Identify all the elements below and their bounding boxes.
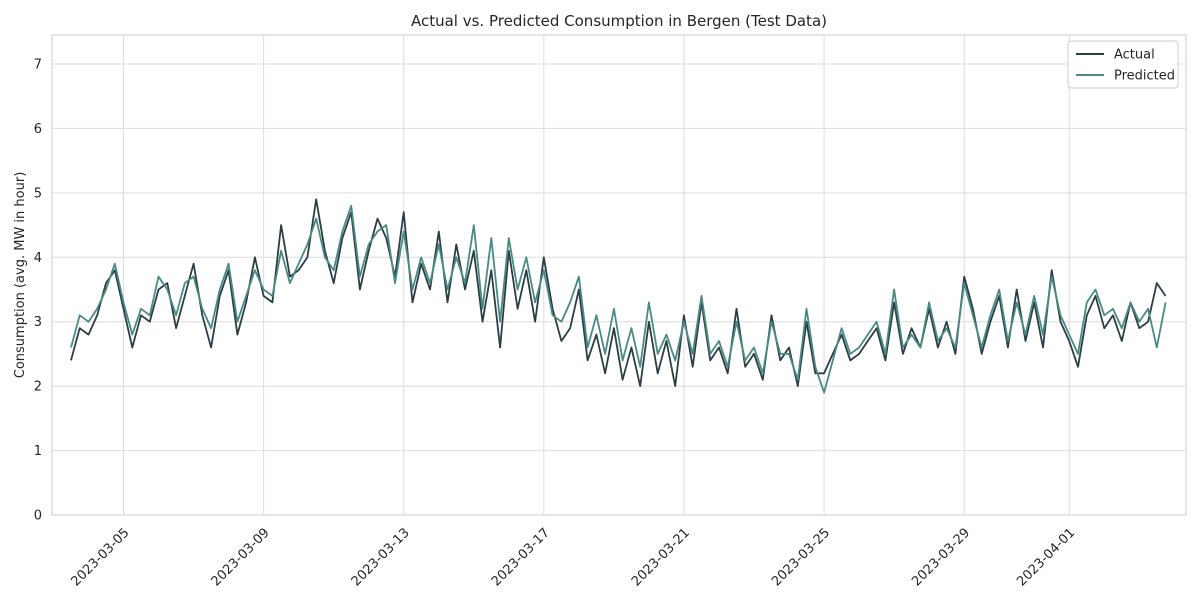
y-tick-label: 2 — [34, 380, 42, 395]
y-tick-label: 6 — [34, 122, 42, 137]
y-tick-label: 3 — [34, 315, 42, 330]
legend-box — [1067, 40, 1179, 89]
y-tick-label: 5 — [34, 186, 42, 201]
legend-label-predicted: Predicted — [1114, 69, 1175, 84]
legend: Actual Predicted — [1067, 40, 1179, 89]
grid-lines — [52, 35, 1186, 516]
plot-frame — [51, 34, 1187, 516]
y-axis: 0 1 2 3 4 5 6 7 — [34, 57, 42, 523]
y-axis-title: Consumption (avg. MW in hour) — [13, 172, 28, 379]
y-tick-label: 7 — [34, 57, 42, 72]
legend-label-actual: Actual — [1114, 48, 1155, 63]
series-line-actual — [70, 198, 1167, 388]
y-tick-label: 1 — [34, 444, 42, 459]
series-line-predicted — [70, 204, 1167, 394]
y-tick-label: 0 — [34, 509, 42, 524]
chart-title: Actual vs. Predicted Consumption in Berg… — [411, 12, 827, 30]
series-lines — [70, 198, 1167, 394]
y-tick-label: 4 — [34, 251, 42, 266]
